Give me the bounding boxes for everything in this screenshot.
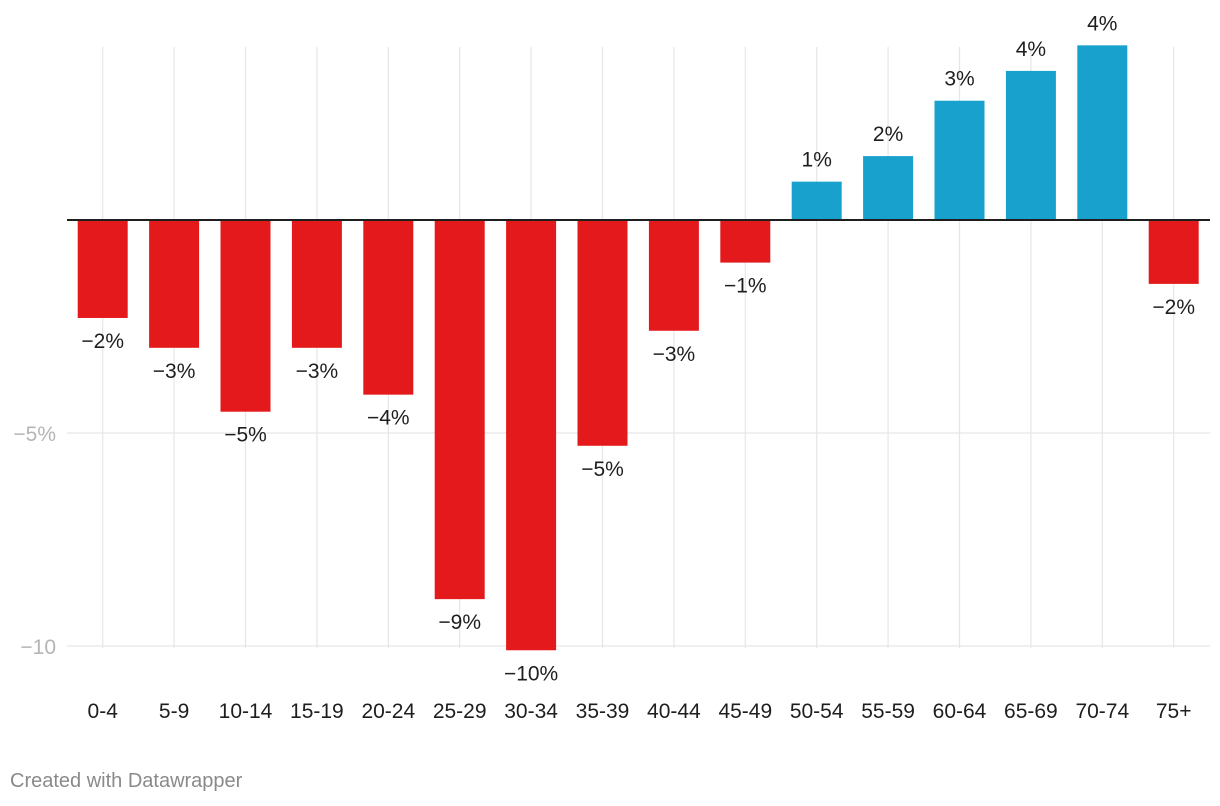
bar-value-label: −1% — [724, 275, 767, 298]
x-category-label: 15-19 — [290, 700, 344, 723]
bar — [791, 181, 842, 220]
x-category-label: 25-29 — [433, 700, 487, 723]
bar-value-label: −2% — [81, 330, 124, 353]
bar-value-label: 1% — [802, 149, 832, 172]
x-category-label: 30-34 — [504, 700, 558, 723]
bar-value-label: 2% — [873, 123, 903, 146]
x-category-label: 55-59 — [861, 700, 915, 723]
footer-credit: Created with Datawrapper — [10, 770, 243, 792]
bar-value-label: −3% — [653, 343, 696, 366]
bar-value-label: −9% — [438, 611, 481, 634]
x-category-label: 70-74 — [1075, 700, 1129, 723]
bar-value-label: 4% — [1087, 12, 1117, 35]
bar — [1148, 220, 1199, 284]
x-category-label: 20-24 — [361, 700, 415, 723]
x-category-label: 75+ — [1156, 700, 1192, 723]
x-category-label: 5-9 — [159, 700, 189, 723]
x-category-label: 45-49 — [718, 700, 772, 723]
y-tick-label: −5% — [13, 423, 56, 446]
bar — [363, 220, 414, 395]
y-tick-label: −10 — [20, 636, 56, 659]
bar — [720, 220, 771, 263]
bar-value-label: −3% — [153, 360, 196, 383]
bar-value-label: −4% — [367, 407, 410, 430]
x-category-label: 40-44 — [647, 700, 701, 723]
bar — [506, 220, 557, 651]
bar — [577, 220, 628, 446]
x-category-label: 10-14 — [219, 700, 273, 723]
bar — [648, 220, 699, 331]
bar — [434, 220, 485, 600]
bar — [1077, 45, 1128, 221]
bar-value-label: 4% — [1016, 38, 1046, 61]
bar-value-label: −2% — [1152, 296, 1195, 319]
bar — [291, 220, 342, 348]
bar-value-label: −10% — [504, 662, 558, 685]
bar — [934, 100, 985, 220]
x-category-label: 35-39 — [576, 700, 630, 723]
bar-value-label: −3% — [296, 360, 339, 383]
bar-value-label: −5% — [581, 458, 624, 481]
x-category-label: 0-4 — [88, 700, 119, 723]
bars-layer — [77, 45, 1199, 651]
labels-layer: −5% −10 −2% 0-4 −3% 5-9 −5% 10-14 −3% 15-19 −4% 20-… — [13, 12, 1195, 723]
x-category-label: 50-54 — [790, 700, 844, 723]
bar — [77, 220, 128, 318]
x-category-label: 60-64 — [933, 700, 987, 723]
bar — [220, 220, 271, 412]
bar-value-label: 3% — [944, 68, 974, 91]
bar — [863, 156, 914, 220]
bar — [1005, 70, 1056, 221]
bar-value-label: −5% — [224, 424, 267, 447]
x-category-label: 65-69 — [1004, 700, 1058, 723]
grid-layer — [67, 47, 1210, 648]
bar — [149, 220, 200, 348]
